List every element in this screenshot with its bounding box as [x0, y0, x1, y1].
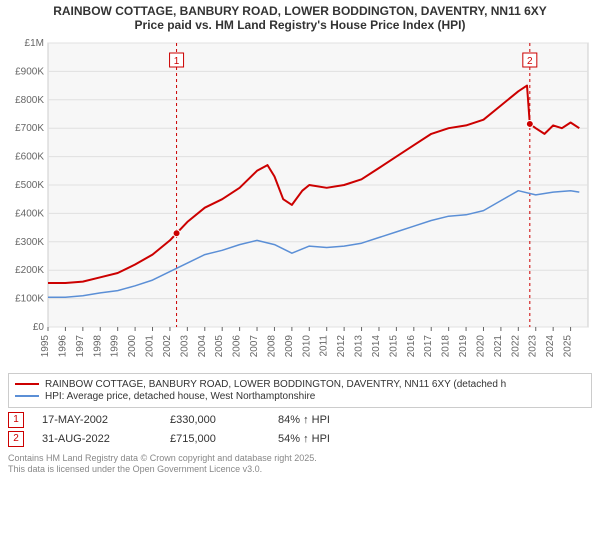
- event-marker-box: 1: [8, 412, 24, 428]
- x-tick-label: 1997: [75, 334, 86, 357]
- x-tick-label: 2001: [145, 334, 156, 357]
- x-tick-label: 2023: [528, 334, 539, 357]
- legend-item: HPI: Average price, detached house, West…: [15, 391, 585, 402]
- x-tick-label: 2010: [301, 334, 312, 357]
- x-tick-label: 1999: [110, 334, 121, 357]
- event-price: £330,000: [170, 414, 260, 426]
- x-tick-label: 2002: [162, 334, 173, 357]
- legend-label: RAINBOW COTTAGE, BANBURY ROAD, LOWER BOD…: [45, 379, 506, 390]
- chart-title-block: RAINBOW COTTAGE, BANBURY ROAD, LOWER BOD…: [0, 0, 600, 33]
- event-marker-box: 2: [8, 431, 24, 447]
- x-tick-label: 2006: [232, 334, 243, 357]
- y-tick-label: £200K: [15, 265, 44, 276]
- y-tick-label: £1M: [25, 38, 44, 49]
- x-tick-label: 2019: [458, 334, 469, 357]
- event-delta: 84% ↑ HPI: [278, 414, 330, 426]
- event-delta: 54% ↑ HPI: [278, 433, 330, 445]
- y-tick-label: £800K: [15, 95, 44, 106]
- y-tick-label: £500K: [15, 180, 44, 191]
- event-marker-flag: 2: [527, 56, 533, 67]
- title-line-1: RAINBOW COTTAGE, BANBURY ROAD, LOWER BOD…: [0, 4, 600, 18]
- x-tick-label: 2012: [336, 334, 347, 357]
- event-row: 1 17-MAY-2002 £330,000 84% ↑ HPI: [8, 412, 592, 428]
- y-tick-label: £400K: [15, 208, 44, 219]
- legend-label: HPI: Average price, detached house, West…: [45, 391, 315, 402]
- x-tick-label: 2024: [545, 334, 556, 357]
- y-tick-label: £700K: [15, 123, 44, 134]
- chart-svg: £0 £100K £200K £300K £400K £500K £600K £700K £80…: [8, 37, 592, 367]
- event-marker-flag: 1: [174, 56, 180, 67]
- x-tick-label: 2017: [423, 334, 434, 357]
- footer-line-2: This data is licensed under the Open Gov…: [8, 464, 592, 475]
- x-tick-label: 2007: [249, 334, 260, 357]
- x-tick-label: 2005: [214, 334, 225, 357]
- footer-line-1: Contains HM Land Registry data © Crown c…: [8, 453, 592, 464]
- x-tick-label: 2015: [388, 334, 399, 357]
- legend-swatch: [15, 395, 39, 397]
- x-tick-label: 1996: [57, 334, 68, 357]
- x-tick-label: 2000: [127, 334, 138, 357]
- legend-swatch: [15, 383, 39, 385]
- x-tick-label: 1998: [92, 334, 103, 357]
- x-tick-label: 2018: [441, 334, 452, 357]
- footer-attribution: Contains HM Land Registry data © Crown c…: [8, 453, 592, 475]
- x-tick-label: 2021: [493, 334, 504, 357]
- x-tick-label: 2022: [510, 334, 521, 357]
- event-date: 31-AUG-2022: [42, 433, 152, 445]
- y-tick-label: £0: [33, 322, 45, 333]
- x-tick-label: 2016: [406, 334, 417, 357]
- x-tick-label: 2020: [475, 334, 486, 357]
- title-line-2: Price paid vs. HM Land Registry's House …: [0, 18, 600, 32]
- x-tick-label: 2011: [319, 334, 330, 356]
- x-tick-label: 2008: [266, 334, 277, 357]
- x-tick-label: 2013: [354, 334, 365, 357]
- event-table: 1 17-MAY-2002 £330,000 84% ↑ HPI 2 31-AUG-202…: [8, 412, 592, 447]
- legend-item: RAINBOW COTTAGE, BANBURY ROAD, LOWER BOD…: [15, 379, 585, 390]
- event-price: £715,000: [170, 433, 260, 445]
- chart-area: £0 £100K £200K £300K £400K £500K £600K £700K £80…: [8, 37, 592, 367]
- y-tick-label: £300K: [15, 237, 44, 248]
- x-tick-label: 2009: [284, 334, 295, 357]
- x-tick-label: 2025: [563, 334, 574, 357]
- x-tick-label: 2003: [179, 334, 190, 357]
- x-tick-label: 1995: [40, 334, 51, 357]
- event-row: 2 31-AUG-2022 £715,000 54% ↑ HPI: [8, 431, 592, 447]
- y-tick-label: £900K: [15, 66, 44, 77]
- x-tick-label: 2014: [371, 334, 382, 357]
- y-tick-label: £600K: [15, 151, 44, 162]
- event-date: 17-MAY-2002: [42, 414, 152, 426]
- y-tick-label: £100K: [15, 293, 44, 304]
- legend: RAINBOW COTTAGE, BANBURY ROAD, LOWER BOD…: [8, 373, 592, 408]
- x-tick-label: 2004: [197, 334, 208, 357]
